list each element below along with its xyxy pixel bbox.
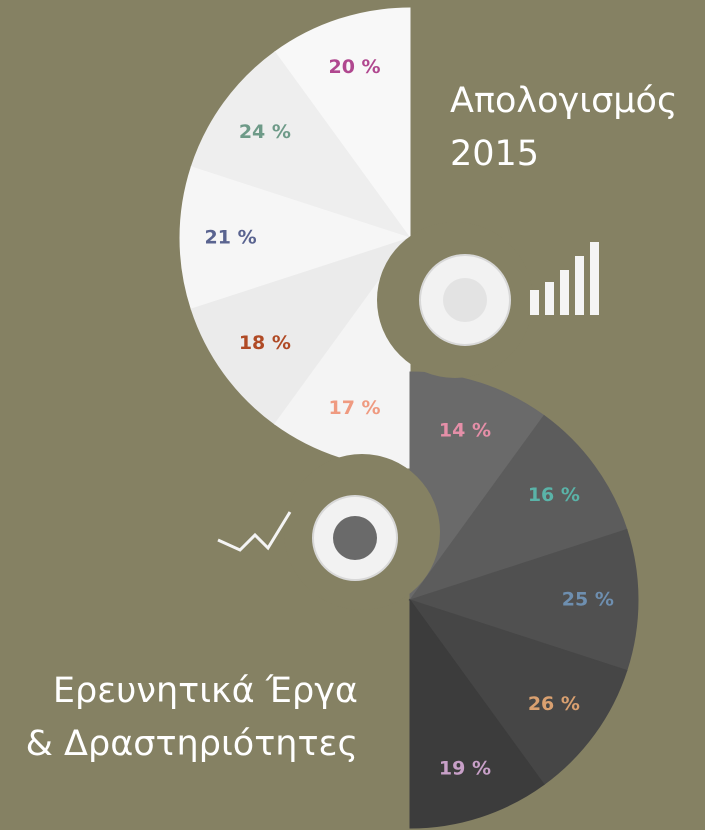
zigzag-icon [217,511,292,552]
wedge [409,598,545,829]
title: & Δραστηριότητες [26,724,358,764]
title: 2015 [450,134,539,174]
top-half-donut: 20 % 24 % 21 % 18 % 17 % [179,7,412,469]
segment-label: 14 % [439,419,491,441]
segment-label: 21 % [205,227,257,249]
wedge [190,237,412,425]
gem-core [333,516,377,560]
wedge [408,414,628,601]
bottom-half-donut: 14 % 16 % 25 % 26 % 19 % [408,371,639,829]
segment-label: 20 % [329,56,381,78]
segment-label: 18 % [239,332,291,354]
gem-core [443,278,487,322]
segment-label: 26 % [528,693,580,715]
title: Απολογισμός [450,81,678,121]
segment-label: 24 % [239,121,291,143]
wedge [274,7,411,240]
wedge [408,528,639,672]
wedge [179,166,412,310]
segment-label: 17 % [329,397,381,419]
segment-label: 16 % [528,484,580,506]
wedge [409,371,545,602]
wedge [408,599,628,786]
wedge [190,51,412,239]
segment-label: 19 % [439,758,491,780]
title: Ερευνητικά Έργα [53,671,358,711]
bar-icon [530,242,599,315]
segment-label: 25 % [562,589,614,611]
